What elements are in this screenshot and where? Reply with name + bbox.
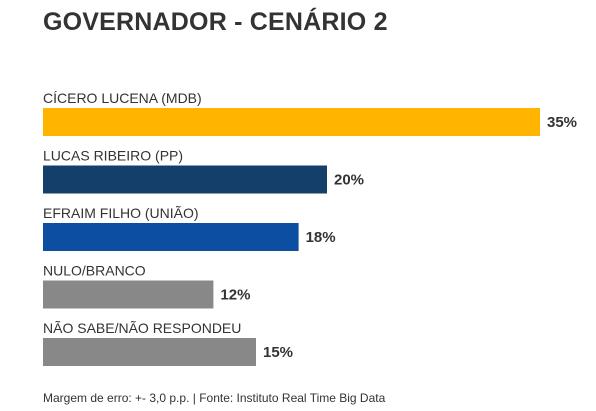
value-label: 18% (306, 229, 336, 246)
value-label: 20% (334, 172, 364, 189)
category-label: LUCAS RIBEIRO (PP) (43, 148, 183, 164)
chart-footer-note: Margem de erro: +- 3,0 p.p. | Fonte: Ins… (43, 391, 386, 405)
category-label: NULO/BRANCO (43, 263, 146, 279)
chart-title: GOVERNADOR - CENÁRIO 2 (43, 8, 388, 36)
category-label: NÃO SABE/NÃO RESPONDEU (43, 320, 241, 336)
category-label: EFRAIM FILHO (UNIÃO) (43, 205, 199, 221)
bar (43, 223, 299, 251)
value-label: 12% (220, 287, 250, 304)
bar (43, 338, 256, 366)
bar (43, 165, 327, 194)
category-label: CÍCERO LUCENA (MDB) (43, 90, 202, 106)
bar (43, 280, 214, 309)
value-label: 35% (547, 114, 577, 131)
value-label: 15% (263, 344, 293, 361)
bar (43, 108, 540, 136)
bar-chart: CÍCERO LUCENA (MDB) 35% LUCAS RIBEIRO (PP)… (43, 90, 577, 366)
